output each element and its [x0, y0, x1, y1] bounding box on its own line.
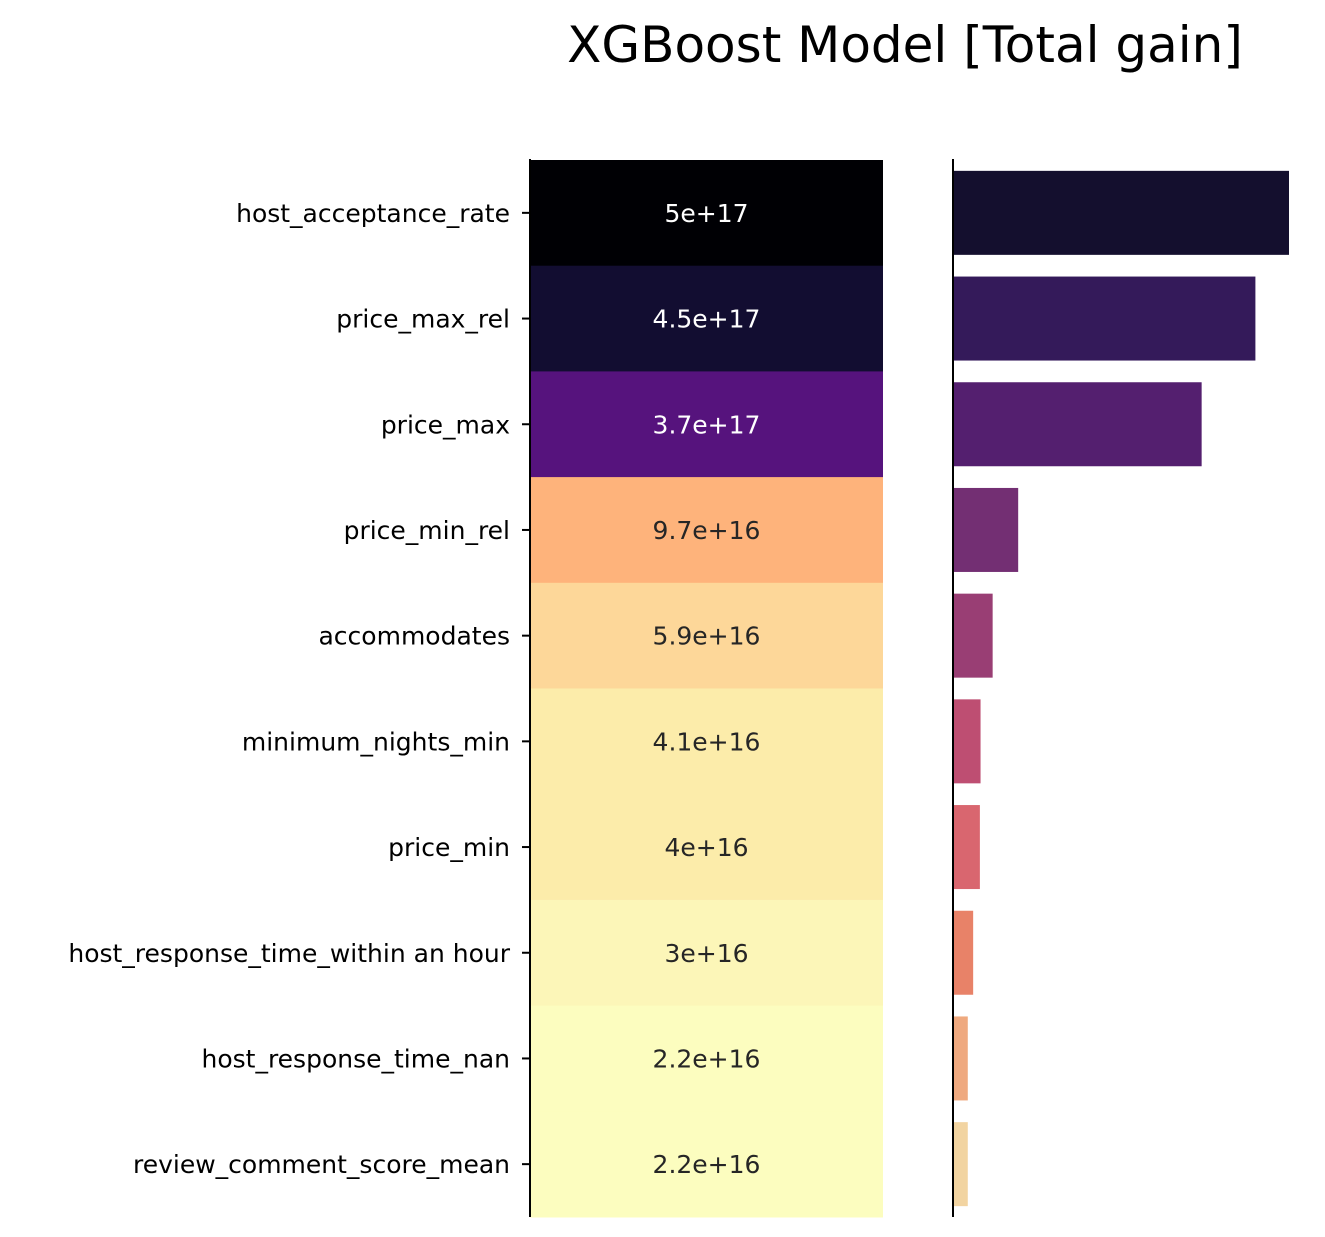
bar-4	[953, 593, 993, 678]
heatmap-cell-label-7: 3e+16	[664, 939, 748, 968]
heatmap-cell-4	[530, 582, 883, 689]
heatmap-cell-8	[530, 1005, 883, 1112]
bar-7	[953, 910, 974, 995]
heatmap-cell-1	[530, 265, 883, 372]
bar-8	[953, 1016, 968, 1101]
bar-panel	[953, 170, 1289, 1207]
bar-6	[953, 805, 980, 890]
heatmap-cell-0	[530, 160, 883, 267]
heatmap-cell-7	[530, 899, 883, 1007]
y-tick-label-0: host_acceptance_rate	[236, 199, 510, 228]
heatmap-cell-label-3: 9.7e+16	[653, 516, 761, 545]
heatmap-cell-5	[530, 688, 883, 795]
heatmap-cell-label-2: 3.7e+17	[653, 410, 761, 439]
heatmap-panel: 5e+17 host_acceptance_rate 4.5e+17 price_ma…	[68, 160, 883, 1218]
bar-1	[953, 276, 1256, 361]
bar-0	[953, 170, 1289, 255]
y-tick-label-5: minimum_nights_min	[242, 727, 510, 756]
y-tick-label-6: price_min	[388, 833, 510, 862]
heatmap-cell-label-6: 4e+16	[664, 833, 748, 862]
heatmap-cell-label-5: 4.1e+16	[653, 727, 761, 756]
heatmap-cell-label-0: 5e+17	[664, 199, 748, 228]
heatmap-cell-label-4: 5.9e+16	[653, 622, 761, 651]
heatmap-cell-2	[530, 371, 883, 478]
bar-3	[953, 487, 1019, 572]
y-tick-label-3: price_min_rel	[344, 516, 510, 545]
heatmap-cell-3	[530, 477, 883, 584]
heatmap-cell-9	[530, 1111, 883, 1218]
heatmap-cell-label-1: 4.5e+17	[653, 305, 761, 334]
y-tick-label-4: accommodates	[318, 622, 510, 651]
y-tick-label-2: price_max	[381, 410, 510, 439]
bar-2	[953, 382, 1202, 467]
y-tick-label-8: host_response_time_nan	[201, 1044, 510, 1073]
heatmap-cell-label-9: 2.2e+16	[653, 1150, 761, 1179]
bar-5	[953, 699, 981, 784]
y-tick-label-1: price_max_rel	[336, 305, 510, 334]
chart-title: XGBoost Model [Total gain]	[567, 16, 1243, 74]
heatmap-cell-6	[530, 794, 883, 901]
bar-9	[953, 1122, 968, 1207]
y-tick-label-9: review_comment_score_mean	[133, 1150, 510, 1179]
y-tick-label-7: host_response_time_within an hour	[68, 939, 510, 968]
heatmap-cell-label-8: 2.2e+16	[653, 1044, 761, 1073]
